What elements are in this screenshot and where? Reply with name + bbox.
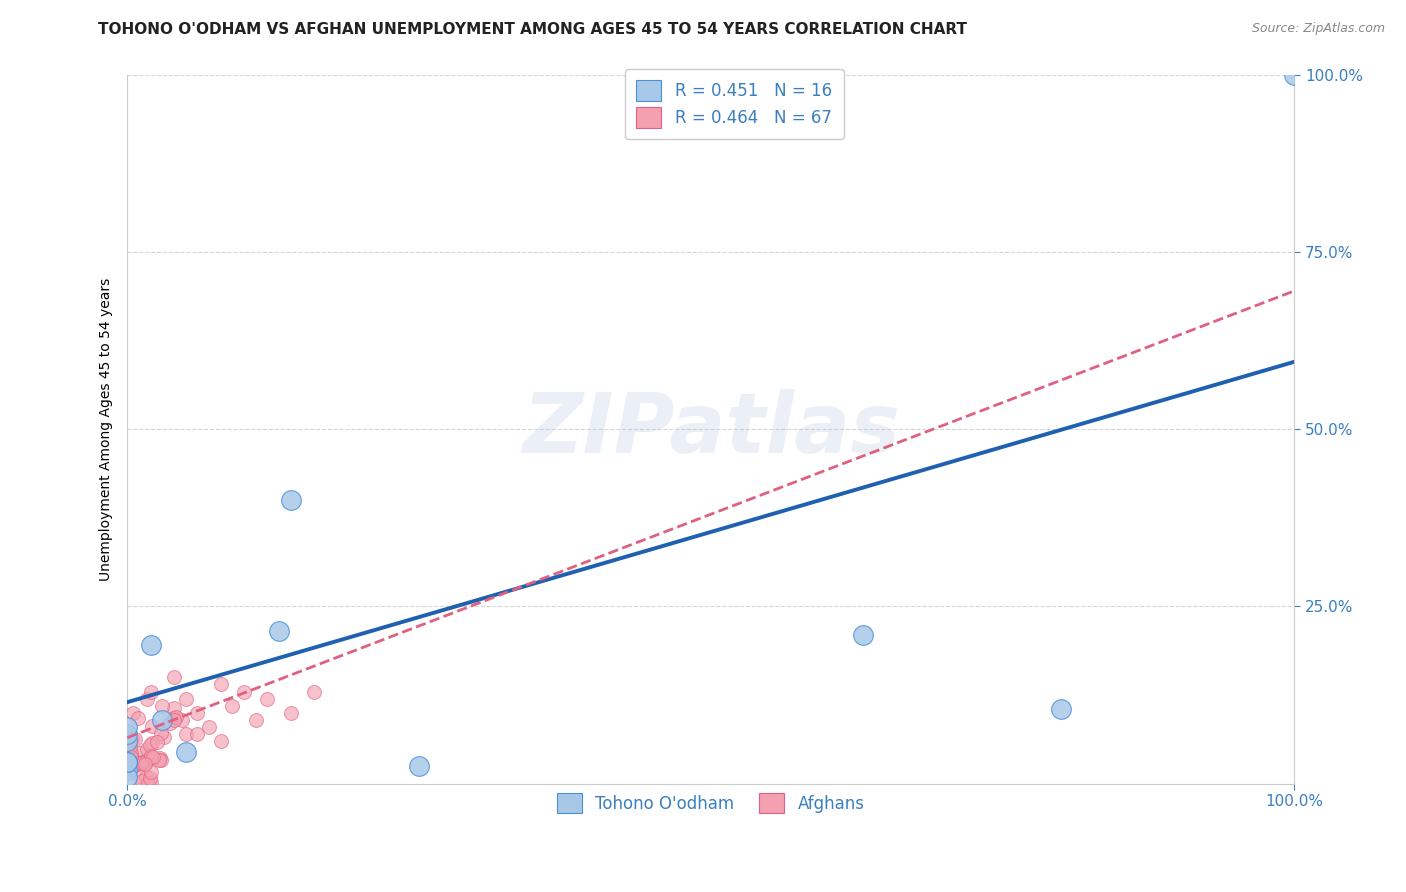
Point	[233, 684, 256, 698]
Point	[163, 701, 186, 715]
Text: ZIPatlas: ZIPatlas	[522, 389, 900, 469]
Point	[122, 757, 145, 772]
Point	[152, 730, 174, 744]
Point	[408, 759, 430, 773]
Point	[117, 727, 139, 741]
Point	[128, 769, 150, 783]
Point	[124, 731, 146, 746]
Point	[139, 775, 162, 789]
Point	[165, 710, 187, 724]
Point	[139, 748, 162, 763]
Point	[121, 752, 143, 766]
Legend: Tohono O'odham, Afghans: Tohono O'odham, Afghans	[546, 781, 876, 825]
Point	[198, 720, 221, 734]
Y-axis label: Unemployment Among Ages 45 to 54 years: Unemployment Among Ages 45 to 54 years	[100, 277, 114, 581]
Point	[256, 691, 278, 706]
Point	[150, 713, 173, 727]
Text: Source: ZipAtlas.com: Source: ZipAtlas.com	[1251, 22, 1385, 36]
Point	[209, 677, 232, 691]
Point	[163, 713, 186, 727]
Point	[138, 751, 160, 765]
Point	[117, 720, 139, 734]
Point	[129, 756, 152, 770]
Point	[136, 742, 159, 756]
Point	[120, 746, 142, 760]
Point	[221, 698, 243, 713]
Point	[117, 760, 139, 774]
Point	[245, 713, 267, 727]
Point	[280, 493, 302, 508]
Point	[280, 706, 302, 720]
Point	[174, 745, 197, 759]
Point	[174, 727, 197, 741]
Point	[139, 738, 162, 752]
Point	[128, 756, 150, 770]
Point	[159, 716, 181, 731]
Point	[120, 732, 142, 747]
Point	[117, 763, 139, 777]
Point	[139, 684, 162, 698]
Point	[118, 763, 141, 777]
Point	[1284, 68, 1306, 82]
Point	[120, 761, 142, 775]
Point	[118, 757, 141, 772]
Point	[149, 753, 172, 767]
Point	[209, 734, 232, 748]
Point	[142, 749, 165, 764]
Point	[120, 740, 142, 755]
Point	[174, 691, 197, 706]
Point	[186, 727, 208, 741]
Point	[117, 734, 139, 748]
Point	[267, 624, 290, 639]
Point	[128, 746, 150, 760]
Point	[134, 756, 156, 770]
Point	[163, 670, 186, 684]
Point	[131, 774, 153, 789]
Point	[302, 684, 325, 698]
Point	[131, 756, 153, 770]
Point	[852, 628, 875, 642]
Point	[124, 757, 146, 772]
Point	[135, 771, 157, 785]
Point	[136, 776, 159, 790]
Point	[118, 742, 141, 756]
Point	[141, 719, 163, 733]
Point	[136, 692, 159, 706]
Point	[141, 765, 163, 780]
Point	[150, 726, 173, 740]
Point	[139, 639, 162, 653]
Point	[186, 706, 208, 720]
Point	[148, 753, 170, 767]
Point	[121, 731, 143, 746]
Point	[145, 735, 167, 749]
Point	[117, 756, 139, 770]
Point	[170, 713, 193, 727]
Point	[141, 736, 163, 750]
Point	[1050, 702, 1073, 716]
Point	[134, 756, 156, 771]
Point	[149, 750, 172, 764]
Point	[122, 706, 145, 721]
Point	[150, 698, 173, 713]
Point	[135, 754, 157, 768]
Text: TOHONO O'ODHAM VS AFGHAN UNEMPLOYMENT AMONG AGES 45 TO 54 YEARS CORRELATION CHAR: TOHONO O'ODHAM VS AFGHAN UNEMPLOYMENT AM…	[98, 22, 967, 37]
Point	[139, 772, 162, 786]
Point	[127, 711, 149, 725]
Point	[117, 770, 139, 784]
Point	[120, 750, 142, 764]
Point	[162, 711, 184, 725]
Point	[117, 756, 139, 770]
